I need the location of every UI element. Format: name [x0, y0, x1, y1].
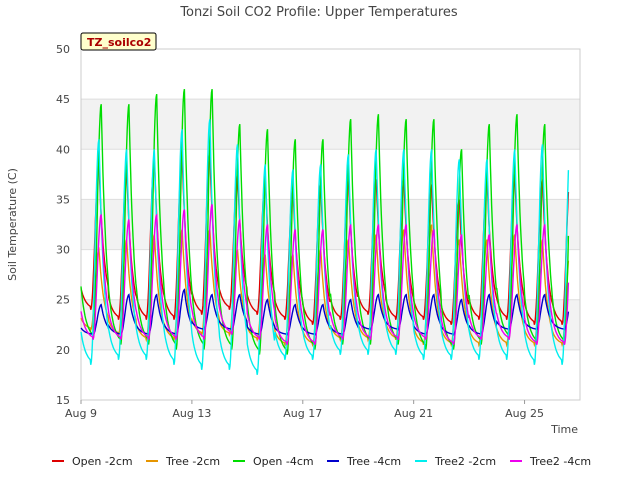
x-tick-label: Aug 25 — [505, 407, 544, 420]
plot-band — [81, 199, 580, 250]
legend-item: Tree2 -4cm — [510, 455, 591, 468]
y-tick-label: 40 — [56, 143, 70, 156]
x-tick-label: Aug 9 — [65, 407, 97, 420]
x-tick-label: Aug 17 — [283, 407, 322, 420]
x-axis: Aug 9 Aug 13 Aug 17 Aug 21 Aug 25 — [65, 400, 544, 420]
legend: Open -2cm Tree -2cm Open -4cm Tree -4cm Tree… — [52, 455, 591, 468]
site-badge: TZ_soilco2 — [80, 32, 157, 51]
legend-item: Open -4cm — [233, 455, 314, 468]
legend-label: Tree2 -4cm — [529, 455, 591, 468]
plot-frame — [80, 48, 581, 401]
legend-item: Tree2 -2cm — [415, 455, 496, 468]
x-tick-label: Aug 13 — [172, 407, 211, 420]
y-axis-label: Soil Temperature (C) — [6, 168, 19, 281]
y-tick-label: 25 — [56, 294, 70, 307]
x-axis-label: Time — [550, 423, 578, 436]
chart-title: Tonzi Soil CO2 Profile: Upper Temperatur… — [179, 5, 458, 20]
y-axis: 15 20 25 30 35 40 45 50 — [56, 43, 70, 407]
series-line — [80, 288, 570, 337]
series-lines — [80, 88, 570, 375]
y-tick-label: 20 — [56, 344, 70, 357]
y-tick-label: 50 — [56, 43, 70, 56]
x-tick-label: Aug 21 — [394, 407, 433, 420]
site-badge-label: TZ_soilco2 — [87, 36, 151, 49]
y-tick-label: 30 — [56, 244, 70, 257]
legend-label: Tree -2cm — [165, 455, 220, 468]
y-tick-label: 45 — [56, 93, 70, 106]
y-tick-label: 15 — [56, 394, 70, 407]
legend-label: Tree2 -2cm — [434, 455, 496, 468]
legend-item: Open -2cm — [52, 455, 133, 468]
legend-item: Tree -2cm — [146, 455, 220, 468]
plot-band — [81, 99, 580, 150]
legend-label: Open -4cm — [253, 455, 314, 468]
series-line — [80, 204, 570, 345]
legend-label: Tree -4cm — [346, 455, 401, 468]
y-tick-label: 35 — [56, 193, 70, 206]
legend-item: Tree -4cm — [327, 455, 401, 468]
site-badge-box — [80, 32, 157, 51]
series-line — [80, 88, 570, 355]
legend-label: Open -2cm — [72, 455, 133, 468]
